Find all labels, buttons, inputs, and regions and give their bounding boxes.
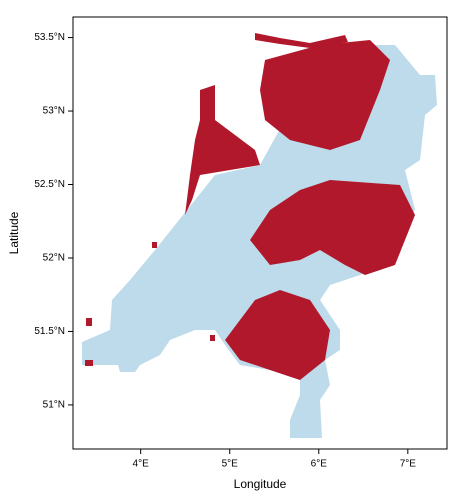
cell-small <box>210 335 215 341</box>
cell-small <box>86 318 92 326</box>
y-tick-label: 52.5°N <box>34 179 65 190</box>
cell-small <box>85 360 93 366</box>
plot-frame <box>72 16 448 450</box>
x-tick-label: 6°E <box>311 459 328 470</box>
region-north-east <box>260 40 390 150</box>
x-tick-label: 5°E <box>222 459 239 470</box>
y-tick-label: 53°N <box>43 106 65 117</box>
x-axis-title: Longitude <box>234 477 287 491</box>
y-tick-label: 52°N <box>43 253 65 264</box>
y-axis-title: Latitude <box>7 211 21 254</box>
x-tick-label: 4°E <box>133 459 150 470</box>
x-tick-label: 7°E <box>400 459 417 470</box>
map-layer <box>82 33 437 438</box>
region-south <box>225 290 330 380</box>
y-tick-label: 53.5°N <box>34 32 65 43</box>
y-tick-label: 51.5°N <box>34 326 65 337</box>
region-north-holland <box>185 85 260 215</box>
region-islands <box>255 33 348 48</box>
y-tick-label: 51°N <box>43 400 65 411</box>
cell-small <box>152 242 157 248</box>
region-east <box>250 180 415 275</box>
